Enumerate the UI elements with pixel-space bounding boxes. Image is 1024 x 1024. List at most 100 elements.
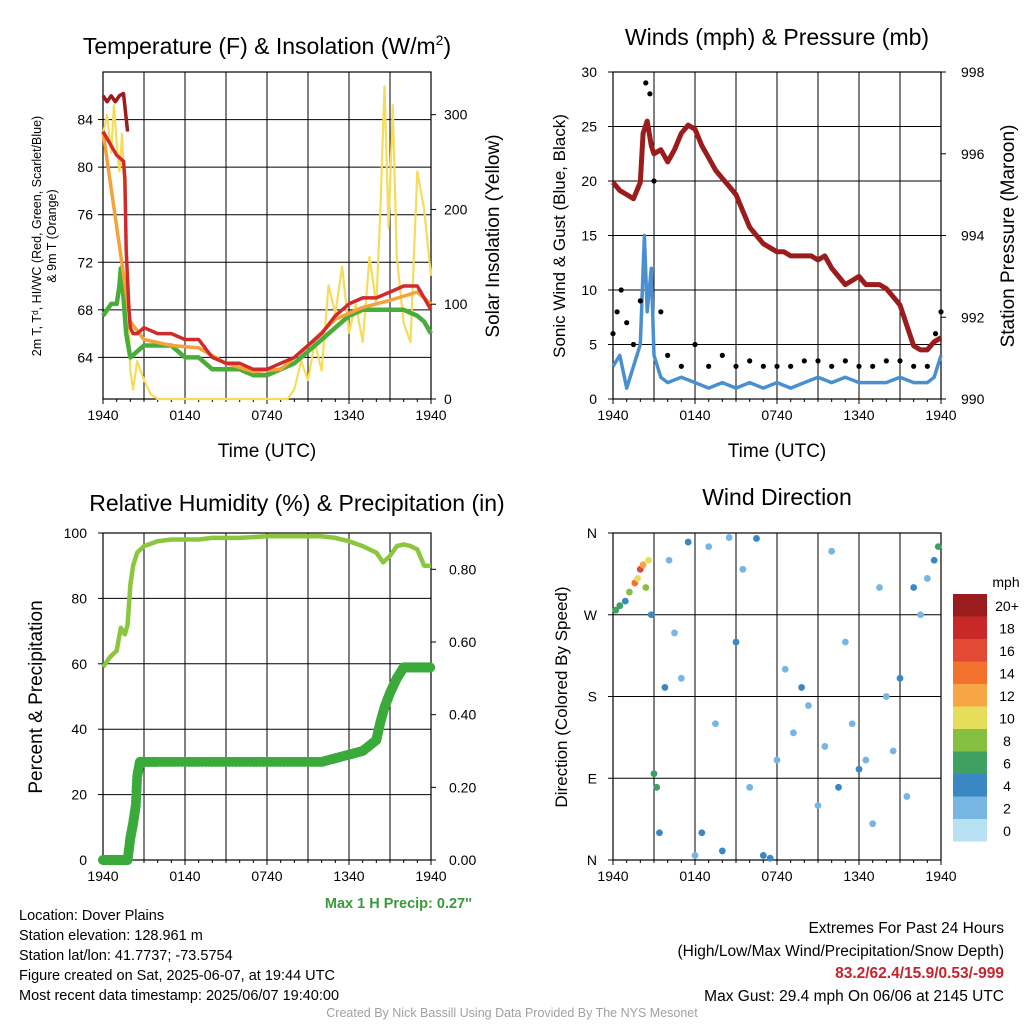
direction-point xyxy=(828,547,836,555)
direction-point xyxy=(862,756,870,764)
y-tick-label: W xyxy=(584,607,598,623)
extremes-subtitle: (High/Low/Max Wind/Precipitation/Snow De… xyxy=(677,942,1005,960)
direction-point xyxy=(653,783,661,791)
direction-point xyxy=(835,783,842,791)
direction-point xyxy=(712,720,719,728)
y-tick-label: 0 xyxy=(79,852,87,868)
direction-point xyxy=(934,543,942,551)
gust-point xyxy=(870,363,876,369)
direction-point xyxy=(746,783,754,791)
gust-point xyxy=(938,309,944,315)
station-info: Location: Dover Plains Station elevation… xyxy=(19,906,339,1006)
chart-title: Winds (mph) & Pressure (mb) xyxy=(625,24,929,50)
direction-point xyxy=(718,847,726,855)
gust-point xyxy=(856,363,862,369)
x-tick-label: 0740 xyxy=(761,868,792,884)
y-tick-label: 15 xyxy=(581,228,597,244)
max-precip-note: Max 1 H Precip: 0.27'' xyxy=(324,896,472,912)
gust-point xyxy=(815,358,821,364)
x-tick-label: 0140 xyxy=(679,407,710,423)
gust-point xyxy=(883,358,889,364)
extremes-values: 83.2/62.4/15.9/0.53/-999 xyxy=(835,965,1004,982)
y-tick-label: 76 xyxy=(77,207,93,223)
x-tick-label: 0740 xyxy=(761,407,792,423)
gust-point xyxy=(637,298,643,304)
legend-label: 12 xyxy=(999,688,1015,704)
y-tick-label: 100 xyxy=(64,525,88,541)
y-tick-label: 10 xyxy=(581,282,597,298)
direction-point xyxy=(616,602,624,610)
direction-point xyxy=(841,638,849,646)
direction-point xyxy=(753,535,760,542)
gust-point xyxy=(665,352,671,358)
legend-label: 2 xyxy=(1003,801,1011,817)
series-temp_early xyxy=(101,91,130,132)
legend-swatch xyxy=(953,616,987,639)
legend-label: 18 xyxy=(999,621,1015,637)
gust-point xyxy=(719,352,725,358)
direction-point xyxy=(869,820,877,828)
direction-point xyxy=(639,561,647,569)
direction-point xyxy=(665,556,673,564)
y2-tick-label: 200 xyxy=(444,201,468,217)
y-tick-label: 25 xyxy=(581,119,597,135)
direction-point xyxy=(773,756,781,764)
y-tick-label: 68 xyxy=(77,302,93,318)
x-tick-label: 0740 xyxy=(251,407,282,423)
direction-point xyxy=(705,543,713,551)
direction-point xyxy=(684,538,692,546)
y-axis-label: Percent & Precipitation xyxy=(26,600,47,793)
gust-point xyxy=(932,331,939,337)
legend-label: 16 xyxy=(999,643,1015,659)
legend-swatch xyxy=(953,706,987,729)
legend-swatch xyxy=(953,774,987,797)
direction-point xyxy=(677,674,685,682)
x-tick-label: 0740 xyxy=(251,868,282,884)
gust-point xyxy=(733,363,739,369)
legend-swatch xyxy=(953,729,987,752)
recent-data-text: Most recent data timestamp: 2025/06/07 1… xyxy=(19,988,340,1004)
y-tick-label: 64 xyxy=(77,349,93,365)
legend-label: 10 xyxy=(999,711,1015,727)
precip-point xyxy=(425,662,436,673)
legend-label: 0 xyxy=(1003,823,1011,839)
x-tick-label: 1340 xyxy=(843,868,874,884)
y2-tick-label: 994 xyxy=(961,228,985,244)
direction-point xyxy=(732,638,740,646)
x-tick-label: 1340 xyxy=(333,868,364,884)
y2-tick-label: 992 xyxy=(961,309,985,325)
direction-point xyxy=(647,611,655,619)
y2-tick-label: 0.20 xyxy=(449,779,476,795)
y-tick-label: 40 xyxy=(71,721,87,737)
direction-point xyxy=(923,575,931,582)
legend-swatch xyxy=(953,796,987,819)
gust-point xyxy=(647,91,653,97)
gust-point xyxy=(911,363,917,369)
y2-tick-label: 0.40 xyxy=(449,707,476,723)
credit-line: Created By Nick Bassill Using Data Provi… xyxy=(326,1006,698,1020)
legend-swatch xyxy=(953,751,987,774)
direction-point xyxy=(661,684,669,691)
direction-point xyxy=(626,588,633,596)
y2-tick-label: 996 xyxy=(961,146,985,162)
chart-title: Relative Humidity (%) & Precipitation (i… xyxy=(89,490,504,516)
direction-point xyxy=(805,702,812,709)
legend-title: mph xyxy=(992,574,1019,590)
legend-swatch xyxy=(953,594,987,617)
extremes-info: Extremes For Past 24 Hours (High/Low/Max… xyxy=(678,918,1005,1008)
x-tick-label: 1940 xyxy=(415,407,446,423)
x-axis-label: Time (UTC) xyxy=(728,441,827,462)
x-tick-label: 1940 xyxy=(87,407,118,423)
max-gust-text: Max Gust: 29.4 mph On 06/06 at 2145 UTC xyxy=(704,987,1004,1005)
direction-point xyxy=(691,852,699,859)
gust-point xyxy=(774,363,780,369)
direction-point xyxy=(766,854,774,862)
legend-swatch xyxy=(953,661,987,684)
legend-label: 6 xyxy=(1003,756,1011,772)
direction-point xyxy=(876,584,883,591)
x-tick-label: 1940 xyxy=(925,407,956,423)
gust-point xyxy=(678,363,684,369)
gust-point xyxy=(829,363,835,369)
legend-swatch xyxy=(953,684,987,707)
